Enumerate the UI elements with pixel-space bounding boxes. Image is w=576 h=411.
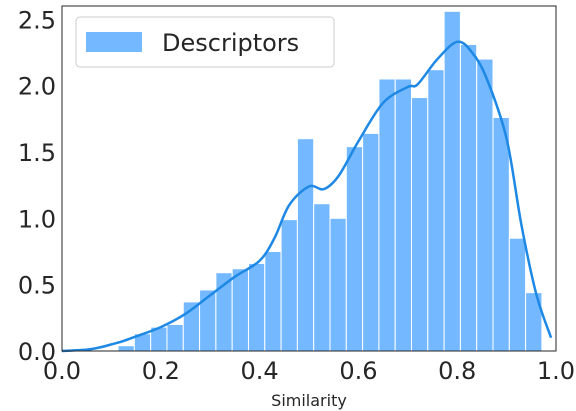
histogram-bar	[345, 146, 364, 352]
legend-swatch	[86, 32, 142, 52]
legend-box	[75, 16, 335, 68]
y-tick-label: 0.0	[18, 338, 56, 366]
histogram-bar	[411, 97, 429, 352]
histogram-bar	[231, 268, 249, 352]
x-tick-label: 0.6	[339, 357, 377, 385]
x-axis-label: Similarity	[271, 391, 347, 410]
histogram-bar	[459, 43, 478, 352]
x-tick-label: 0.8	[438, 357, 476, 385]
histogram-bar	[247, 262, 266, 352]
histogram-bar	[264, 250, 282, 352]
legend-label: Descriptors	[162, 29, 299, 57]
histogram-bar	[394, 78, 413, 352]
plot-frame	[61, 5, 557, 352]
x-tick-label: 0.0	[43, 357, 81, 385]
histogram-bar	[199, 289, 217, 352]
y-tick-label: 1.0	[18, 205, 56, 233]
y-tick-labels: 0.0 0.5 1.0 1.5 2.0 2.5	[18, 6, 56, 366]
histogram-bar	[508, 237, 527, 352]
histogram-bar	[280, 219, 298, 352]
histogram-bar	[329, 217, 347, 352]
x-tick-label: 0.4	[241, 357, 279, 385]
histogram-bar	[166, 323, 184, 352]
y-tick-label: 1.5	[18, 139, 56, 167]
x-tick-label: 1.0	[537, 357, 575, 385]
y-tick-label: 2.5	[18, 6, 56, 34]
histogram-bar	[476, 58, 494, 352]
legend: Descriptors	[75, 16, 335, 68]
histogram-bar	[378, 78, 396, 352]
bars-layer	[117, 10, 543, 352]
y-tick-label: 2.0	[18, 73, 56, 101]
histogram-bar	[313, 203, 331, 352]
histogram-bar	[427, 69, 445, 352]
histogram-bar	[443, 10, 461, 352]
kde-curve	[61, 40, 553, 353]
x-tick-labels: 0.0 0.2 0.4 0.6 0.8 1.0	[43, 357, 575, 385]
histogram-bar	[492, 116, 510, 352]
x-tick-label: 0.2	[142, 357, 180, 385]
histogram-bar	[362, 132, 380, 352]
histogram-bar	[296, 138, 315, 352]
y-tick-label: 0.5	[18, 272, 56, 300]
histogram-bar	[117, 345, 135, 352]
